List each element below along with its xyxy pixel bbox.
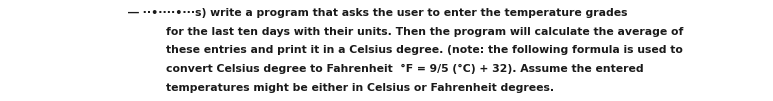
- Text: convert Celsius degree to Fahrenheit  °F = 9/5 (°C) + 32). Assume the entered: convert Celsius degree to Fahrenheit °F …: [166, 64, 644, 74]
- Text: ― ··•····•···s) write a program that asks the user to enter the temperature grad: ― ··•····•···s) write a program that ask…: [128, 8, 627, 18]
- Text: these entries and print it in a Celsius degree. (note: the following formula is : these entries and print it in a Celsius …: [166, 45, 683, 55]
- Text: for the last ten days with their units. Then the program will calculate the aver: for the last ten days with their units. …: [166, 27, 683, 37]
- Text: temperatures might be either in Celsius or Fahrenheit degrees.: temperatures might be either in Celsius …: [166, 83, 554, 93]
